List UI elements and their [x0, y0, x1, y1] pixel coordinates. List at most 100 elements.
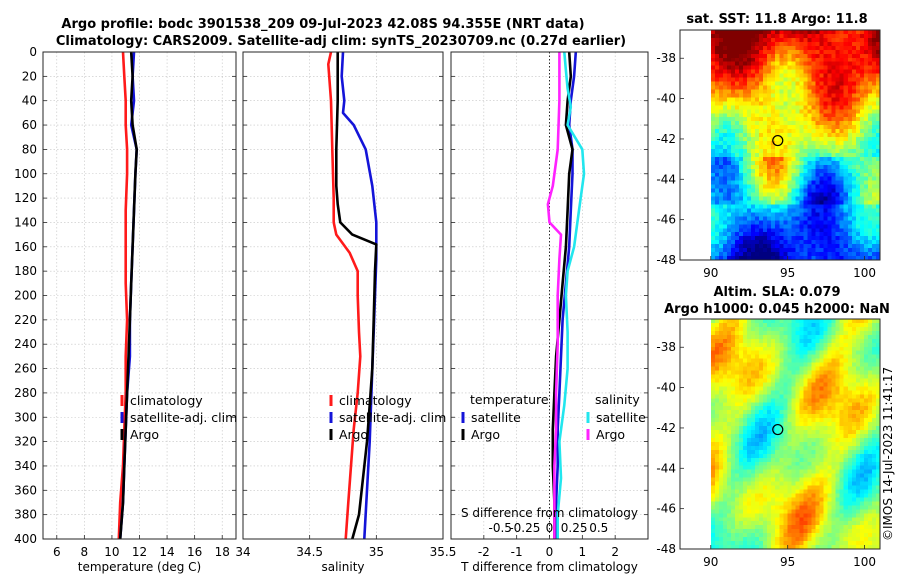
map-cell: [824, 343, 828, 347]
map-cell: [799, 78, 803, 82]
map-cell: [848, 204, 852, 208]
map-cell: [743, 165, 747, 169]
map-cell: [832, 462, 836, 466]
map-cell: [868, 161, 872, 165]
map-cell: [860, 505, 864, 509]
map-cell: [791, 482, 795, 486]
map-cell: [824, 501, 828, 505]
map-cell: [860, 169, 864, 173]
map-cell: [856, 343, 860, 347]
map-cell: [860, 232, 864, 236]
map-cell: [751, 240, 755, 244]
map-cell: [807, 129, 811, 133]
map-cell: [832, 482, 836, 486]
map-cell: [767, 394, 771, 398]
map-cell: [767, 208, 771, 212]
map-cell: [848, 74, 852, 78]
map-cell: [715, 113, 719, 117]
map-cell: [807, 319, 811, 323]
map-cell: [868, 331, 872, 335]
map-cell: [779, 486, 783, 490]
map-cell: [844, 240, 848, 244]
map-cell: [840, 454, 844, 458]
map-cell: [848, 319, 852, 323]
map-cell: [807, 208, 811, 212]
map-cell: [868, 42, 872, 46]
map-cell: [803, 216, 807, 220]
map-cell: [719, 121, 723, 125]
map-cell: [727, 347, 731, 351]
map-cell: [848, 446, 852, 450]
map-cell: [872, 50, 876, 54]
map-cell: [719, 446, 723, 450]
map-cell: [812, 378, 816, 382]
map-cell: [747, 252, 751, 256]
map-cell: [787, 351, 791, 355]
map-cell: [803, 220, 807, 224]
map-cell: [739, 430, 743, 434]
map-cell: [783, 418, 787, 422]
map-cell: [735, 410, 739, 414]
map-cell: [836, 173, 840, 177]
map-cell: [816, 236, 820, 240]
map-cell: [844, 141, 848, 145]
map-cell: [715, 74, 719, 78]
map-cell: [743, 521, 747, 525]
map-cell: [816, 105, 820, 109]
map-cell: [791, 430, 795, 434]
map-cell: [763, 70, 767, 74]
map-cell: [791, 343, 795, 347]
map-cell: [864, 418, 868, 422]
map-cell: [864, 438, 868, 442]
map-cell: [856, 327, 860, 331]
map-cell: [771, 161, 775, 165]
map-cell: [771, 493, 775, 497]
map-cell: [864, 220, 868, 224]
map-cell: [771, 240, 775, 244]
map-cell: [731, 398, 735, 402]
map-cell: [711, 46, 715, 50]
map-cell: [836, 513, 840, 517]
map-cell: [848, 117, 852, 121]
map-cell: [723, 58, 727, 62]
map-cell: [715, 482, 719, 486]
map-cell: [799, 224, 803, 228]
map-cell: [824, 426, 828, 430]
map-cell: [787, 418, 791, 422]
map-cell: [763, 113, 767, 117]
map-cell: [763, 454, 767, 458]
map-cell: [783, 430, 787, 434]
map-cell: [759, 236, 763, 240]
map-cell: [864, 105, 868, 109]
map-cell: [711, 165, 715, 169]
map-cell: [715, 347, 719, 351]
map-cell: [751, 62, 755, 66]
map-cell: [715, 327, 719, 331]
map-cell: [864, 101, 868, 105]
map-cell: [751, 244, 755, 248]
map-cell: [812, 46, 816, 50]
map-cell: [844, 149, 848, 153]
map-cell: [803, 74, 807, 78]
map-cell: [840, 216, 844, 220]
map-cell: [836, 78, 840, 82]
map-cell: [791, 236, 795, 240]
map-cell: [727, 38, 731, 42]
map-cell: [848, 201, 852, 205]
map-cell: [739, 450, 743, 454]
map-cell: [860, 351, 864, 355]
map-cell: [868, 248, 872, 252]
map-cell: [783, 82, 787, 86]
map-cell: [751, 394, 755, 398]
map-cell: [787, 355, 791, 359]
map-cell: [787, 86, 791, 90]
map-cell: [747, 517, 751, 521]
x-tick-label: -2: [478, 545, 490, 559]
map-cell: [715, 402, 719, 406]
map-cell: [775, 438, 779, 442]
map-cell: [711, 228, 715, 232]
map-cell: [715, 513, 719, 517]
map-cell: [767, 434, 771, 438]
map-cell: [767, 153, 771, 157]
map-cell: [731, 177, 735, 181]
